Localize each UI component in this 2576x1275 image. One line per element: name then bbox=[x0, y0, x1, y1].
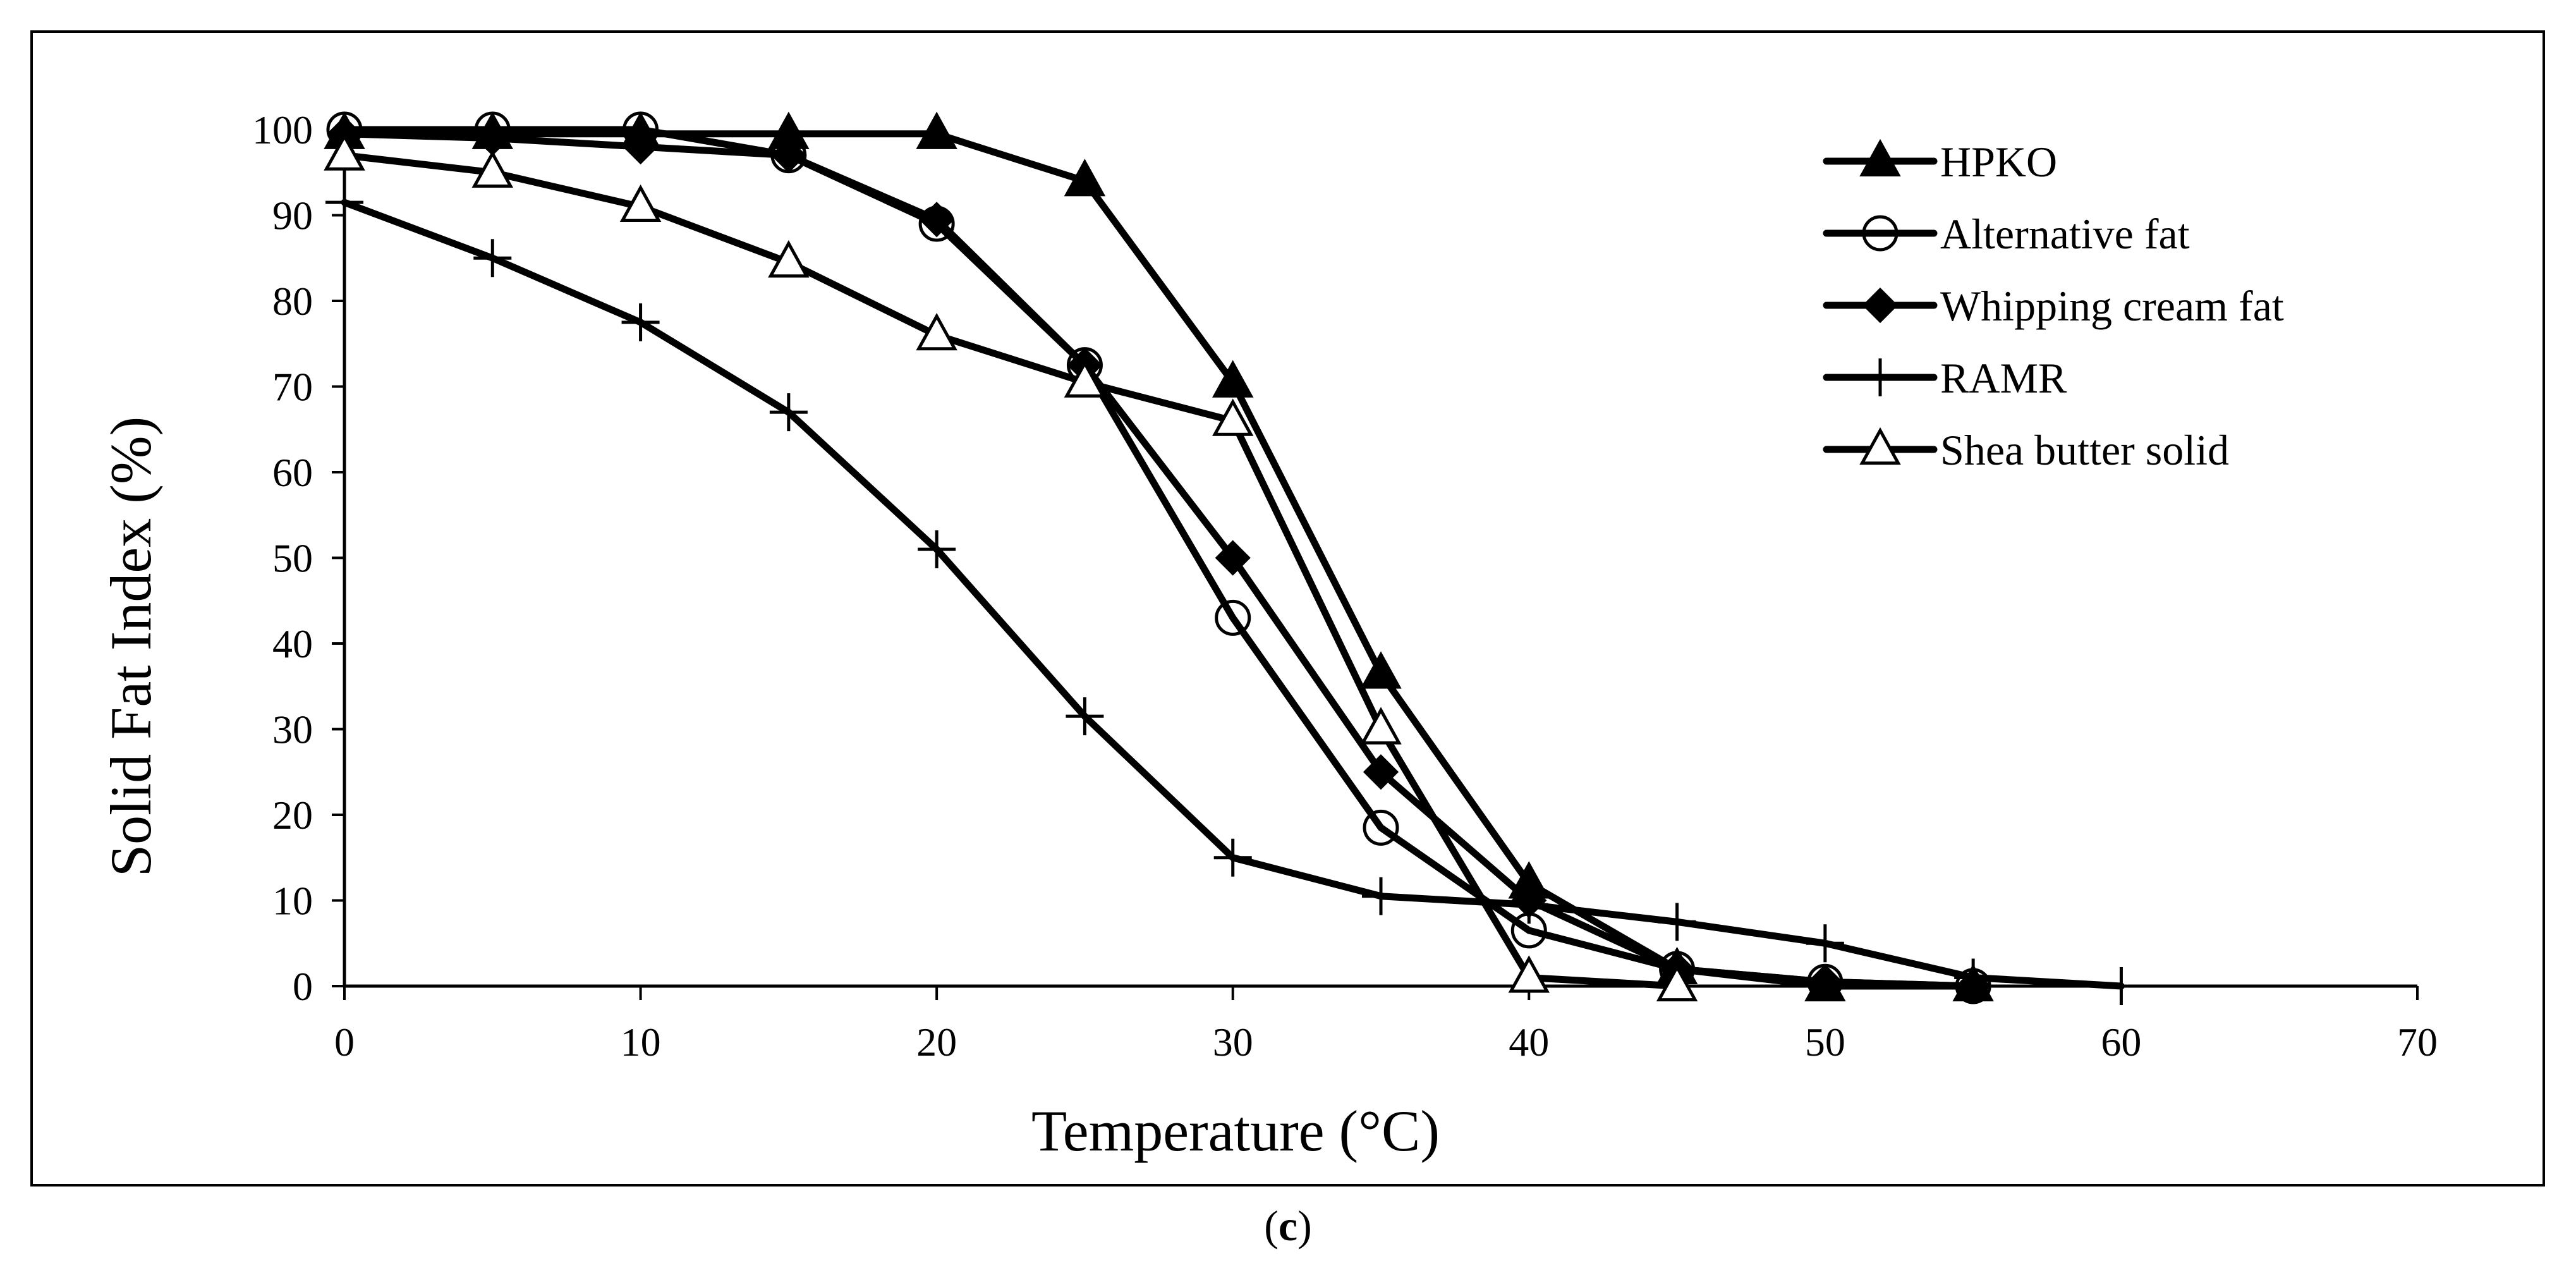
legend-marker bbox=[1859, 138, 1901, 177]
data-point-whipping-cream-fat bbox=[919, 202, 955, 238]
data-point-ramr bbox=[1510, 886, 1548, 924]
series-line-whipping-cream-fat bbox=[341, 130, 1977, 990]
legend-label: HPKO bbox=[1940, 138, 2057, 186]
series-alternative-fat bbox=[326, 111, 1991, 1004]
data-point-shea-butter-solid bbox=[916, 313, 957, 351]
legend-marker bbox=[1861, 358, 1899, 396]
legend-item-alternative-fat: Alternative fat bbox=[1823, 210, 2190, 258]
data-point-alternative-fat bbox=[1215, 599, 1251, 636]
data-point-shea-butter-solid bbox=[324, 133, 365, 171]
y-tick-label: 0 bbox=[293, 964, 313, 1009]
x-tick-label: 60 bbox=[2101, 1020, 2141, 1065]
legend-marker bbox=[1859, 427, 1901, 465]
legend-label: Alternative fat bbox=[1940, 210, 2190, 258]
data-point-ramr bbox=[473, 239, 512, 278]
data-point-alternative-fat bbox=[1363, 809, 1399, 846]
figure-caption: (c) bbox=[0, 1201, 2576, 1251]
data-point-whipping-cream-fat bbox=[770, 137, 806, 173]
legend-label: Whipping cream fat bbox=[1940, 282, 2284, 330]
data-point-shea-butter-solid bbox=[1508, 955, 1550, 993]
y-tick-label: 30 bbox=[272, 707, 313, 752]
y-tick-label: 60 bbox=[272, 450, 313, 495]
data-point-ramr bbox=[325, 183, 363, 222]
legend-item-whipping-cream-fat: Whipping cream fat bbox=[1823, 282, 2284, 330]
data-point-ramr bbox=[769, 393, 808, 432]
data-point-hpko bbox=[1212, 360, 1254, 398]
data-point-shea-butter-solid bbox=[619, 184, 662, 223]
caption-letter: c bbox=[1278, 1202, 1298, 1250]
x-tick-label: 20 bbox=[916, 1020, 957, 1065]
legend-item-ramr: RAMR bbox=[1823, 354, 2067, 402]
series-shea-butter-solid bbox=[324, 133, 1698, 1002]
y-tick-label: 40 bbox=[272, 621, 313, 666]
x-tick-label: 30 bbox=[1213, 1020, 1253, 1065]
data-point-shea-butter-solid bbox=[1656, 963, 1698, 1002]
x-axis-title: Temperature (°C) bbox=[1031, 1099, 1440, 1163]
data-point-ramr bbox=[1213, 838, 1252, 877]
data-point-whipping-cream-fat bbox=[1363, 754, 1399, 790]
y-tick-label: 90 bbox=[272, 193, 313, 238]
caption-close-paren: ) bbox=[1297, 1202, 1312, 1250]
series-line-shea-butter-solid bbox=[341, 152, 1681, 990]
data-point-ramr bbox=[621, 303, 660, 341]
data-point-hpko bbox=[1360, 651, 1402, 689]
data-point-shea-butter-solid bbox=[768, 240, 810, 278]
series-ramr bbox=[325, 183, 2141, 1005]
legend-label: Shea butter solid bbox=[1940, 426, 2229, 474]
legend-item-hpko: HPKO bbox=[1823, 138, 2057, 186]
data-point-whipping-cream-fat bbox=[1807, 964, 1843, 1000]
x-tick-label: 40 bbox=[1509, 1020, 1549, 1065]
data-point-hpko bbox=[916, 111, 957, 149]
data-point-shea-butter-solid bbox=[1212, 398, 1254, 436]
data-point-ramr bbox=[1658, 903, 1696, 941]
x-tick-label: 50 bbox=[1805, 1020, 1845, 1065]
data-point-ramr bbox=[1806, 924, 1844, 963]
y-tick-label: 70 bbox=[272, 365, 313, 410]
data-point-ramr bbox=[918, 530, 956, 568]
legend-marker bbox=[1862, 287, 1899, 324]
data-point-hpko bbox=[1064, 159, 1106, 197]
y-tick-label: 80 bbox=[272, 279, 313, 324]
x-tick-label: 70 bbox=[2397, 1020, 2438, 1065]
data-point-shea-butter-solid bbox=[1064, 360, 1106, 398]
data-point-shea-butter-solid bbox=[1360, 707, 1402, 745]
series-hpko bbox=[324, 111, 1994, 1002]
data-point-ramr bbox=[1362, 877, 1400, 915]
series-line-hpko bbox=[341, 130, 1977, 990]
data-point-ramr bbox=[1954, 958, 1993, 997]
legend: HPKO Alternative fat Whipping cream fat RAM… bbox=[1823, 138, 2284, 474]
y-tick-label: 100 bbox=[252, 107, 313, 152]
y-tick-label: 20 bbox=[272, 793, 313, 838]
legend-label: RAMR bbox=[1940, 354, 2067, 402]
x-tick-label: 10 bbox=[621, 1020, 661, 1065]
y-axis-title: Solid Fat Index (%) bbox=[99, 417, 163, 877]
data-point-ramr bbox=[2102, 967, 2141, 1005]
series-line-alternative-fat bbox=[341, 126, 1977, 990]
series-whipping-cream-fat bbox=[326, 116, 1991, 1004]
data-point-whipping-cream-fat bbox=[623, 128, 659, 165]
y-tick-label: 50 bbox=[272, 536, 313, 581]
y-tick-label: 10 bbox=[272, 879, 313, 924]
legend-item-shea-butter-solid: Shea butter solid bbox=[1823, 426, 2229, 474]
data-point-ramr bbox=[1066, 697, 1104, 736]
caption-open-paren: ( bbox=[1264, 1202, 1279, 1250]
chart-frame bbox=[30, 30, 2545, 1187]
data-point-whipping-cream-fat bbox=[1215, 540, 1251, 576]
data-point-shea-butter-solid bbox=[471, 150, 514, 188]
x-tick-label: 0 bbox=[334, 1020, 355, 1065]
legend-marker bbox=[1862, 215, 1899, 252]
